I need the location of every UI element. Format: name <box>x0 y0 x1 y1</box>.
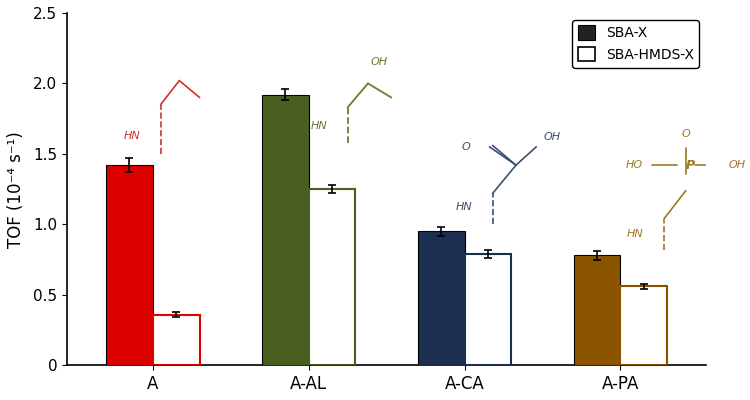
Bar <box>574 255 620 365</box>
Text: HO: HO <box>626 160 643 170</box>
Legend: SBA-X, SBA-HMDS-X: SBA-X, SBA-HMDS-X <box>572 20 699 68</box>
Text: HN: HN <box>310 121 328 131</box>
Bar <box>106 165 153 365</box>
Bar <box>418 232 464 365</box>
Text: OH: OH <box>370 57 388 67</box>
Bar <box>153 314 200 365</box>
Text: HN: HN <box>124 130 140 140</box>
Text: O: O <box>682 129 690 139</box>
Text: OH: OH <box>729 160 746 170</box>
Bar <box>262 95 309 365</box>
Text: OH: OH <box>543 132 560 142</box>
Text: HN: HN <box>627 229 644 239</box>
Bar <box>309 189 356 365</box>
Text: HN: HN <box>455 202 472 212</box>
Bar <box>620 286 668 365</box>
Bar <box>464 254 512 365</box>
Text: O: O <box>462 142 471 152</box>
Y-axis label: TOF (10⁻⁴ s⁻¹): TOF (10⁻⁴ s⁻¹) <box>7 131 25 248</box>
Text: P: P <box>686 159 695 172</box>
